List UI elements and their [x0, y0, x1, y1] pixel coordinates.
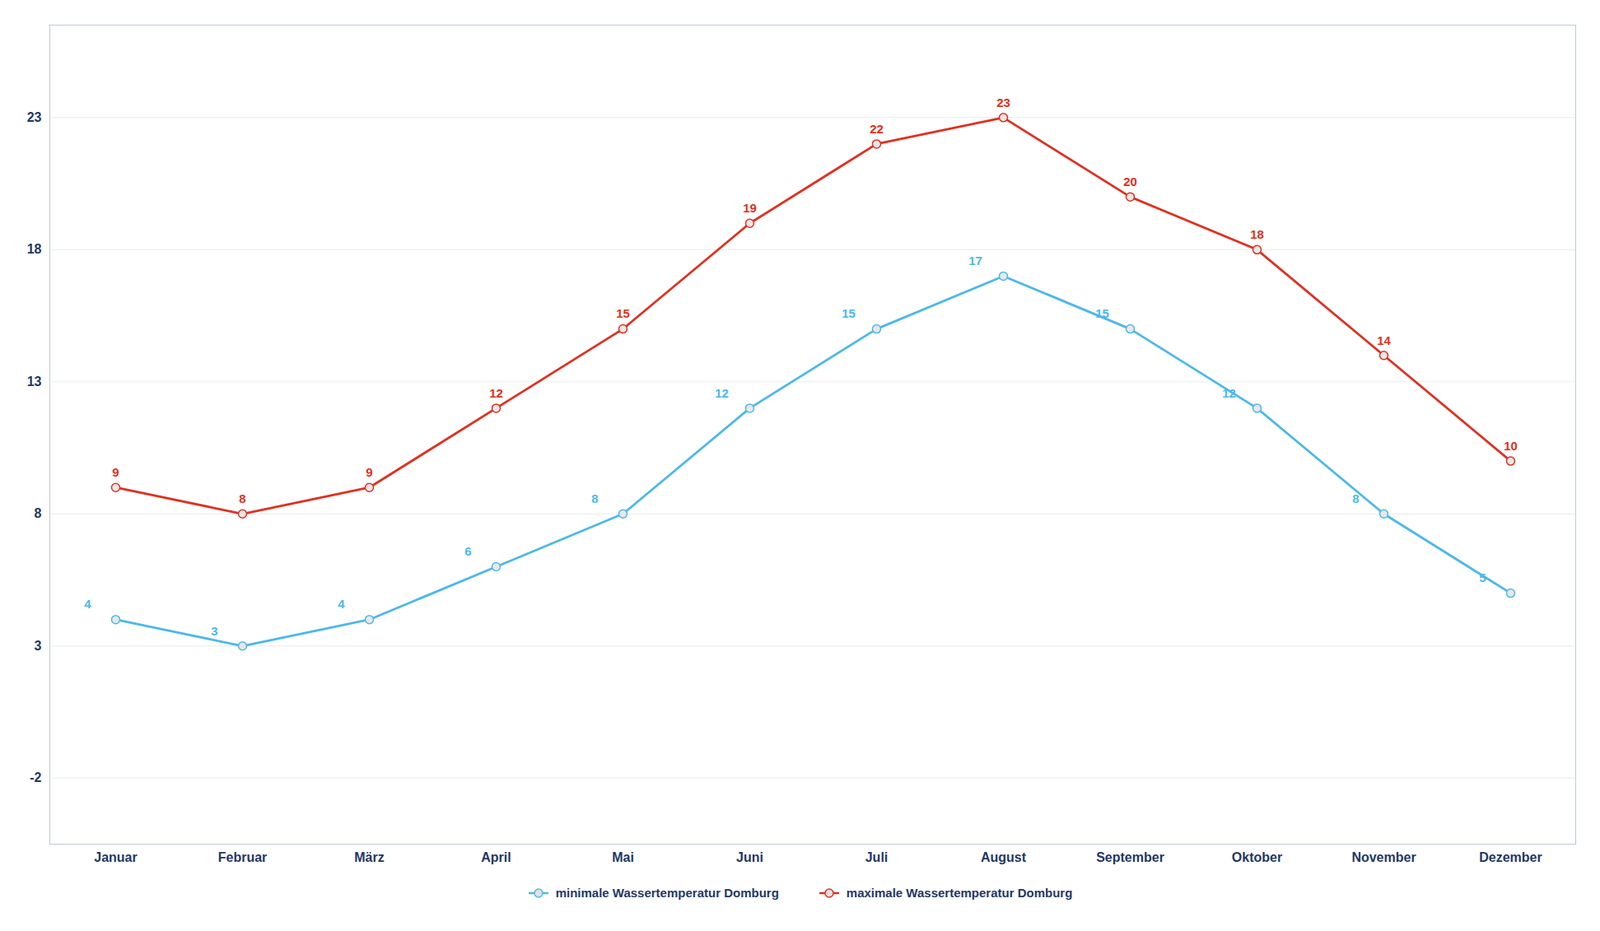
svg-text:20: 20 — [1123, 174, 1138, 189]
svg-text:3: 3 — [34, 639, 42, 654]
svg-text:8: 8 — [34, 506, 42, 521]
html-text:maximale Wassertemperatur Domb: maximale Wassertemperatur Domburg — [846, 886, 1073, 901]
svg-text:15: 15 — [615, 306, 630, 321]
svg-text:Januar: Januar — [93, 850, 137, 865]
svg-text:August: August — [980, 850, 1027, 865]
svg-text:15: 15 — [841, 306, 856, 321]
svg-text:8: 8 — [1352, 491, 1359, 506]
svg-text:Juni: Juni — [736, 850, 764, 865]
svg-text:Juli: Juli — [865, 850, 889, 865]
svg-text:3: 3 — [210, 624, 218, 639]
svg-text:18: 18 — [1250, 227, 1265, 242]
svg-text:6: 6 — [464, 544, 472, 559]
svg-text:19: 19 — [742, 200, 757, 215]
svg-text:13: 13 — [27, 374, 42, 389]
svg-text:März: März — [354, 850, 384, 865]
svg-text:Februar: Februar — [218, 850, 268, 865]
svg-text:September: September — [1096, 850, 1165, 865]
svg-text:Oktober: Oktober — [1231, 850, 1283, 865]
svg-text:17: 17 — [968, 253, 983, 268]
svg-text:18: 18 — [27, 242, 42, 257]
svg-text:8: 8 — [591, 491, 598, 506]
svg-text:12: 12 — [489, 386, 504, 401]
html-text:minimale Wassertemperatur Domb: minimale Wassertemperatur Domburg — [555, 886, 779, 901]
svg-text:4: 4 — [83, 597, 92, 612]
svg-text:Dezember: Dezember — [1478, 850, 1542, 865]
svg-text:-2: -2 — [29, 770, 42, 785]
svg-text:23: 23 — [27, 110, 42, 125]
svg-text:Mai: Mai — [611, 850, 635, 865]
svg-text:22: 22 — [869, 121, 884, 136]
svg-text:8: 8 — [238, 491, 246, 506]
svg-text:9: 9 — [111, 465, 119, 480]
svg-text:9: 9 — [365, 465, 373, 480]
svg-text:12: 12 — [1222, 386, 1237, 401]
svg-text:10: 10 — [1503, 438, 1518, 453]
svg-text:15: 15 — [1095, 306, 1110, 321]
svg-text:14: 14 — [1376, 333, 1391, 348]
svg-text:23: 23 — [996, 95, 1011, 110]
svg-text:April: April — [480, 850, 511, 865]
svg-text:November: November — [1351, 850, 1416, 865]
svg-text:12: 12 — [714, 386, 729, 401]
svg-text:5: 5 — [1478, 570, 1486, 585]
svg-text:4: 4 — [337, 597, 346, 612]
